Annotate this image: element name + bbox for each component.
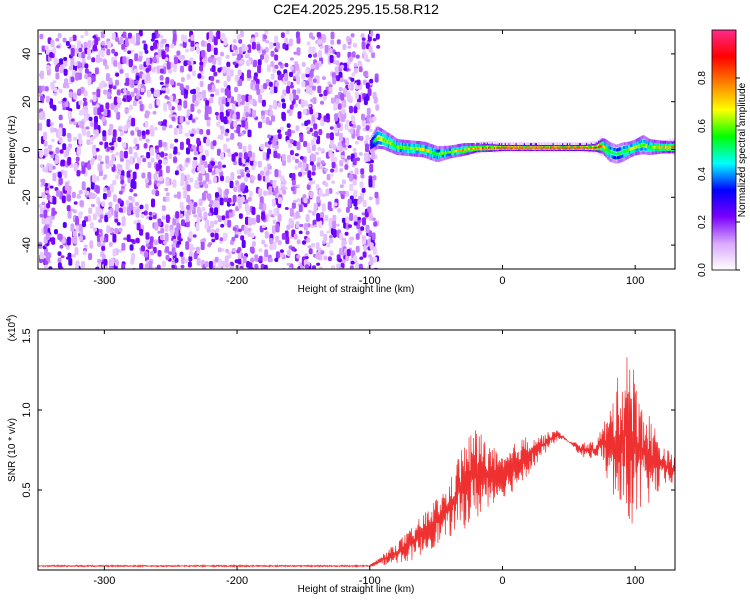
colorbar-gradient [712, 30, 736, 270]
snr-multiplier-base: (x10 [7, 321, 18, 341]
snr-panel: -300 -200 -100 0 100 0.5 1.0 1.5 Height of stra… [6, 315, 676, 595]
snr-ytick-label: 0.5 [21, 482, 33, 497]
colorbar-tick-label: 0.0 [697, 263, 708, 277]
snr-series-line [38, 357, 675, 568]
svg-text:(x104): (x104) [6, 315, 18, 342]
spectrogram-xtick-label: 100 [626, 275, 644, 287]
colorbar-ticks: 0.0 0.2 0.4 0.6 0.8 [697, 71, 740, 277]
spectrogram-xtick-label: -100 [359, 275, 381, 287]
snr-frame [37, 329, 676, 571]
spectrogram-image [38, 30, 675, 269]
snr-axes: -300 -200 -100 0 100 0.5 1.0 1.5 [21, 328, 675, 587]
spectrogram-ytick-label: 40 [21, 48, 33, 60]
colorbar-tick-label: 0.8 [697, 71, 708, 85]
spectrogram-ytick-label: -40 [21, 237, 33, 253]
spectrogram-ytick-label: -20 [21, 189, 33, 205]
colorbar-tick-label: 0.4 [697, 167, 708, 181]
snr-xtick-label: -200 [226, 575, 248, 587]
colorbar-label: Normalized spectral amplitude [737, 82, 748, 217]
snr-ytick-label: 1.0 [21, 402, 33, 417]
snr-ylabel: SNR (10 * v/v) [7, 418, 18, 482]
spectrogram-ytick-label: 20 [21, 96, 33, 108]
snr-ytick-label: 1.5 [21, 328, 33, 343]
spectrogram-ylabel: Frequency (Hz) [7, 116, 18, 185]
snr-multiplier-close: ) [7, 315, 18, 318]
colorbar-tick-label: 0.6 [697, 119, 708, 133]
spectrogram-xtick-label: -300 [93, 275, 115, 287]
spectrogram-xlabel: Height of straight line (km) [298, 284, 415, 295]
colorbar-frame [711, 29, 737, 271]
colorbar: 0.0 0.2 0.4 0.6 0.8 Normalized spectral ampl… [697, 29, 748, 277]
spectrogram-ytick-label: 0 [21, 146, 33, 152]
colorbar-tick-label: 0.2 [697, 215, 708, 229]
snr-xtick-label: -300 [93, 575, 115, 587]
snr-multiplier-exp: 4 [6, 318, 13, 322]
spectrogram-xtick-label: 0 [499, 275, 505, 287]
snr-xlabel: Height of straight line (km) [298, 584, 415, 595]
snr-xtick-label: 0 [499, 575, 505, 587]
snr-xtick-label: 100 [626, 575, 644, 587]
spectrogram-xtick-label: -200 [226, 275, 248, 287]
figure-title: C2E4.2025.295.15.58.R12 [273, 1, 439, 17]
snr-xtick-label: -100 [359, 575, 381, 587]
snr-multiplier: (x104) [6, 315, 18, 342]
